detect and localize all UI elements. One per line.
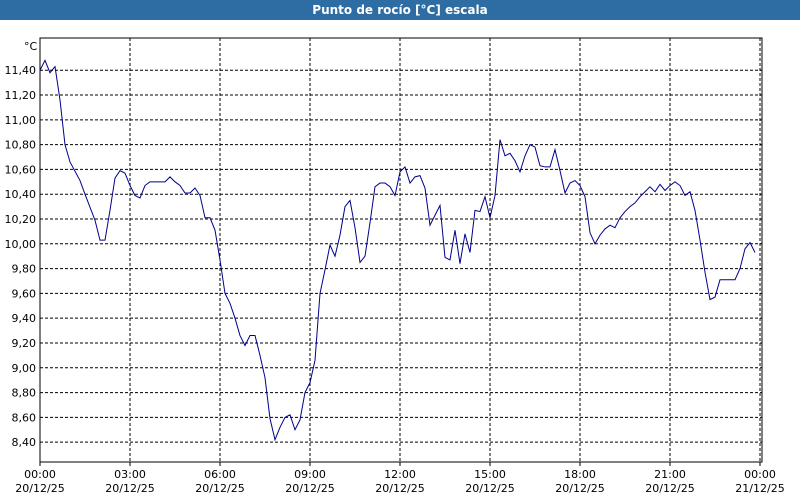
data-line	[39, 59, 756, 442]
y-tick-label: 9,40	[12, 312, 37, 325]
y-tick-label: 9,00	[12, 362, 37, 375]
x-tick-label: 18:00 20/12/25	[555, 468, 604, 495]
plot-area	[39, 37, 763, 463]
y-tick-label: 8,40	[12, 436, 37, 449]
y-tick-label: 10,40	[5, 188, 37, 201]
y-tick-label: 9,80	[12, 263, 37, 276]
x-tick-label: 15:00 20/12/25	[465, 468, 514, 495]
y-tick-label: 11,40	[5, 64, 37, 77]
y-tick-label: 11,20	[5, 89, 37, 102]
x-tick-label: 03:00 20/12/25	[105, 468, 154, 495]
y-tick-label: 9,20	[12, 337, 37, 350]
x-tick-label: 00:00 21/12/25	[735, 468, 784, 495]
title-bar	[0, 0, 800, 20]
y-unit: °C	[24, 40, 38, 53]
y-tick-label: 10,80	[5, 139, 37, 152]
x-tick-label: 00:00 20/12/25	[15, 468, 64, 495]
x-tick-label: 09:00 20/12/25	[285, 468, 334, 495]
y-tick-label: 11,00	[5, 114, 37, 127]
y-tick-label: 10,00	[5, 238, 37, 251]
chart-title: Punto de rocío [°C] escala	[312, 3, 487, 17]
x-tick-label: 06:00 20/12/25	[195, 468, 244, 495]
y-tick-label: 10,60	[5, 163, 37, 176]
x-tick-label: 21:00 20/12/25	[645, 468, 694, 495]
x-tick-label: 12:00 20/12/25	[375, 468, 424, 495]
y-tick-label: 9,60	[12, 287, 37, 300]
y-tick-label: 8,60	[12, 411, 37, 424]
y-tick-label: 10,20	[5, 213, 37, 226]
y-tick-label: 8,80	[12, 387, 37, 400]
